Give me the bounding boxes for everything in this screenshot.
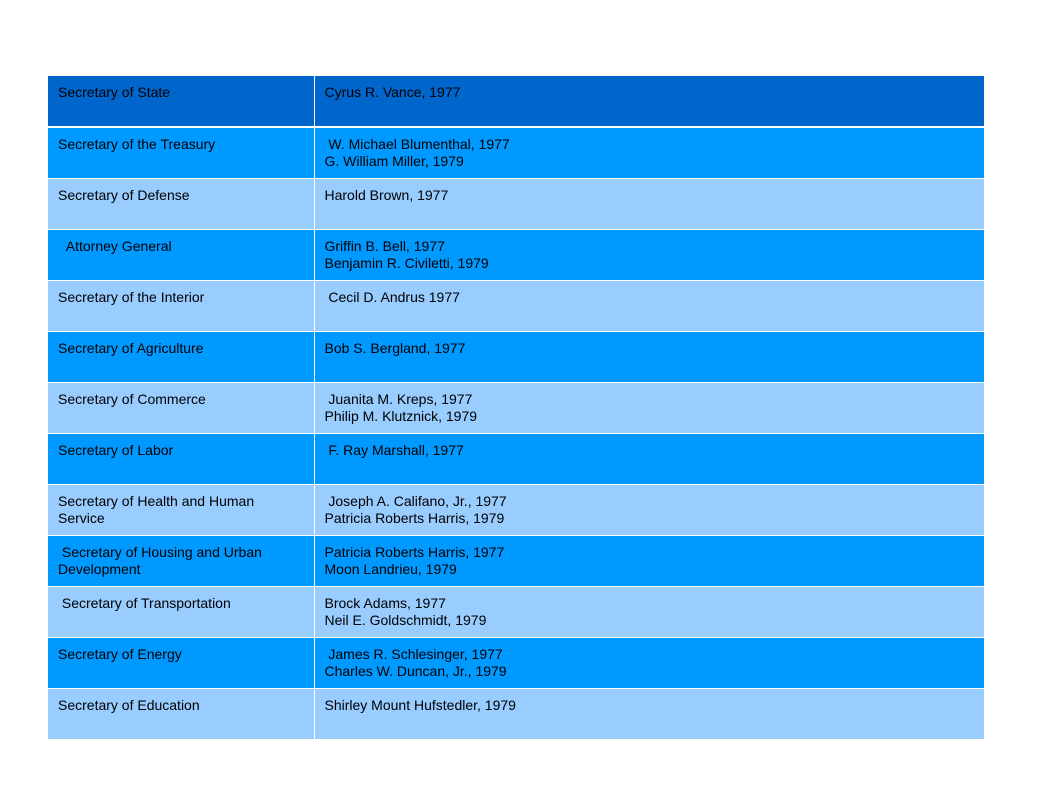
office-name: Secretary of Commerce [58,390,206,407]
holder-name: Griffin B. Bell, 1977 [324,237,445,254]
holder-name: F. Ray Marshall, 1977 [324,441,464,458]
office-cell: Secretary of State [48,76,315,128]
table-row: Secretary of State Cyrus R. Vance, 1977 [48,76,984,128]
holder-name: W. Michael Blumenthal, 1977 [324,136,510,152]
holders-cell: Patricia Roberts Harris, 1977 Moon Landri… [314,535,984,587]
table-row: Secretary of the Interior Cecil D. Andru… [48,280,984,332]
office-cell: Secretary of Health and Human Service [48,484,315,536]
office-name: Secretary of Agriculture [58,339,204,356]
holders-cell: Bob S. Bergland, 1977 [314,331,984,383]
office-name: Secretary of Health and Human Service [58,492,258,526]
holder-name: Moon Landrieu, 1979 [324,560,457,577]
office-cell: Secretary of Agriculture [48,331,315,383]
holders-cell: Griffin B. Bell, 1977 Benjamin R. Civilet… [314,229,984,281]
office-cell: Secretary of the Treasury [48,127,315,179]
holder-name: Cecil D. Andrus 1977 [324,288,460,305]
holders-cell: Cecil D. Andrus 1977 [314,280,984,332]
office-cell: Secretary of Housing and Urban Developme… [48,535,315,587]
table-row: Secretary of Agriculture Bob S. Bergland… [48,331,984,383]
holder-name: Joseph A. Califano, Jr., 1977 [324,492,507,509]
office-name: Secretary of the Interior [58,288,205,305]
office-name: Secretary of Transportation [58,594,231,611]
holder-name: Brock Adams, 1977 [324,594,446,611]
table-row: Secretary of Commerce Juanita M. Kreps, … [48,382,984,434]
holders-cell: Brock Adams, 1977 Neil E. Goldschmidt, 19… [314,586,984,638]
office-name: Secretary of State [58,84,171,100]
holder-name: Juanita M. Kreps, 1977 [324,390,473,407]
office-cell: Secretary of Transportation [48,586,315,638]
holders-cell: W. Michael Blumenthal, 1977 G. William Mi… [314,127,984,179]
office-cell: Secretary of Labor [48,433,315,485]
holder-name: G. William Miller, 1979 [324,153,464,169]
table-row: Secretary of Energy James R. Schlesinger… [48,637,984,689]
holders-cell: F. Ray Marshall, 1977 [314,433,984,485]
office-cell: Secretary of Energy [48,637,315,689]
office-cell: Secretary of Education [48,688,315,740]
table-row: Secretary of Labor F. Ray Marshall, 1977 [48,433,984,485]
holder-name: Cyrus R. Vance, 1977 [324,84,461,100]
holder-name: James R. Schlesinger, 1977 [324,645,503,662]
office-cell: Secretary of the Interior [48,280,315,332]
office-cell: Secretary of Commerce [48,382,315,434]
holder-name: Benjamin R. Civiletti, 1979 [324,254,489,271]
table-row: Secretary of Transportation Brock Adams,… [48,586,984,638]
holder-name: Harold Brown, 1977 [324,186,449,203]
holder-name: Bob S. Bergland, 1977 [324,339,466,356]
holders-cell: Juanita M. Kreps, 1977 Philip M. Klutznic… [314,382,984,434]
holder-name: Patricia Roberts Harris, 1977 [324,543,505,560]
holders-cell: Harold Brown, 1977 [314,178,984,230]
office-cell: Secretary of Defense [48,178,315,230]
office-name: Secretary of the Treasury [58,136,216,152]
table-row: Secretary of Housing and Urban Developme… [48,535,984,587]
table-row: Secretary of Education Shirley Mount Huf… [48,688,984,740]
holder-name: Philip M. Klutznick, 1979 [324,407,478,424]
office-cell: Attorney General [48,229,315,281]
cabinet-table: Secretary of State Cyrus R. Vance, 1977 … [48,76,984,740]
table-row: Secretary of Health and Human Service Jo… [48,484,984,536]
holders-cell: Joseph A. Califano, Jr., 1977 Patricia Ro… [314,484,984,536]
holders-cell: James R. Schlesinger, 1977 Charles W. Dun… [314,637,984,689]
table-row: Secretary of Defense Harold Brown, 1977 [48,178,984,230]
table-row: Secretary of the Treasury W. Michael Blu… [48,127,984,179]
holders-cell: Shirley Mount Hufstedler, 1979 [314,688,984,740]
office-name: Secretary of Housing and Urban Developme… [58,543,266,577]
office-name: Secretary of Education [58,696,200,713]
holder-name: Shirley Mount Hufstedler, 1979 [324,696,516,713]
office-name: Secretary of Defense [58,186,190,203]
holder-name: Charles W. Duncan, Jr., 1979 [324,662,507,679]
office-name: Secretary of Energy [58,645,182,662]
office-name: Attorney General [58,237,172,254]
table-row: Attorney General Griffin B. Bell, 1977 Be… [48,229,984,281]
holder-name: Neil E. Goldschmidt, 1979 [324,611,487,628]
office-name: Secretary of Labor [58,441,174,458]
holder-name: Patricia Roberts Harris, 1979 [324,509,505,526]
holders-cell: Cyrus R. Vance, 1977 [314,76,984,128]
